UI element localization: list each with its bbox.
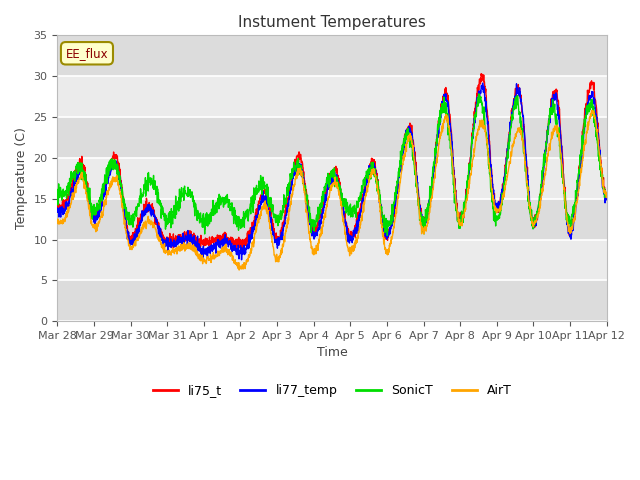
AirT	[492, 204, 499, 210]
li77_temp	[603, 193, 611, 199]
Line: SonicT: SonicT	[58, 94, 607, 236]
Line: li75_t: li75_t	[58, 74, 607, 249]
li75_t	[477, 71, 485, 77]
SonicT	[570, 207, 577, 213]
li75_t	[492, 202, 500, 207]
li77_temp	[348, 234, 356, 240]
SonicT	[348, 213, 356, 219]
li77_temp	[237, 257, 245, 263]
AirT	[554, 131, 562, 137]
li77_temp	[492, 202, 500, 207]
Line: li77_temp: li77_temp	[58, 83, 607, 260]
AirT	[588, 108, 596, 113]
Legend: li75_t, li77_temp, SonicT, AirT: li75_t, li77_temp, SonicT, AirT	[148, 379, 516, 402]
AirT	[570, 217, 577, 223]
X-axis label: Time: Time	[317, 347, 348, 360]
SonicT	[555, 132, 563, 137]
li75_t	[555, 98, 563, 104]
li75_t	[237, 246, 245, 252]
SonicT	[207, 211, 214, 217]
SonicT	[383, 233, 391, 239]
li75_t	[348, 234, 356, 240]
li77_temp	[360, 189, 368, 195]
li75_t	[360, 188, 368, 193]
AirT	[603, 194, 611, 200]
li75_t	[54, 199, 61, 205]
Y-axis label: Temperature (C): Temperature (C)	[15, 127, 28, 229]
AirT	[348, 247, 356, 252]
Bar	[58, 199, 607, 240]
li75_t	[570, 214, 577, 219]
li77_temp	[570, 220, 577, 226]
li77_temp	[207, 247, 214, 253]
SonicT	[492, 216, 500, 222]
Line: AirT: AirT	[58, 110, 607, 270]
li77_temp	[479, 80, 486, 86]
Title: Instument Temperatures: Instument Temperatures	[238, 15, 426, 30]
li77_temp	[555, 116, 563, 121]
AirT	[207, 252, 214, 257]
SonicT	[360, 180, 367, 185]
AirT	[54, 219, 61, 225]
Text: EE_flux: EE_flux	[66, 47, 108, 60]
SonicT	[54, 193, 61, 199]
AirT	[360, 200, 368, 205]
Bar	[58, 36, 607, 76]
li75_t	[207, 244, 214, 250]
AirT	[236, 267, 243, 273]
Bar	[58, 117, 607, 158]
li77_temp	[54, 205, 61, 211]
SonicT	[475, 91, 483, 96]
SonicT	[603, 192, 611, 198]
li75_t	[603, 195, 611, 201]
Bar	[58, 280, 607, 321]
